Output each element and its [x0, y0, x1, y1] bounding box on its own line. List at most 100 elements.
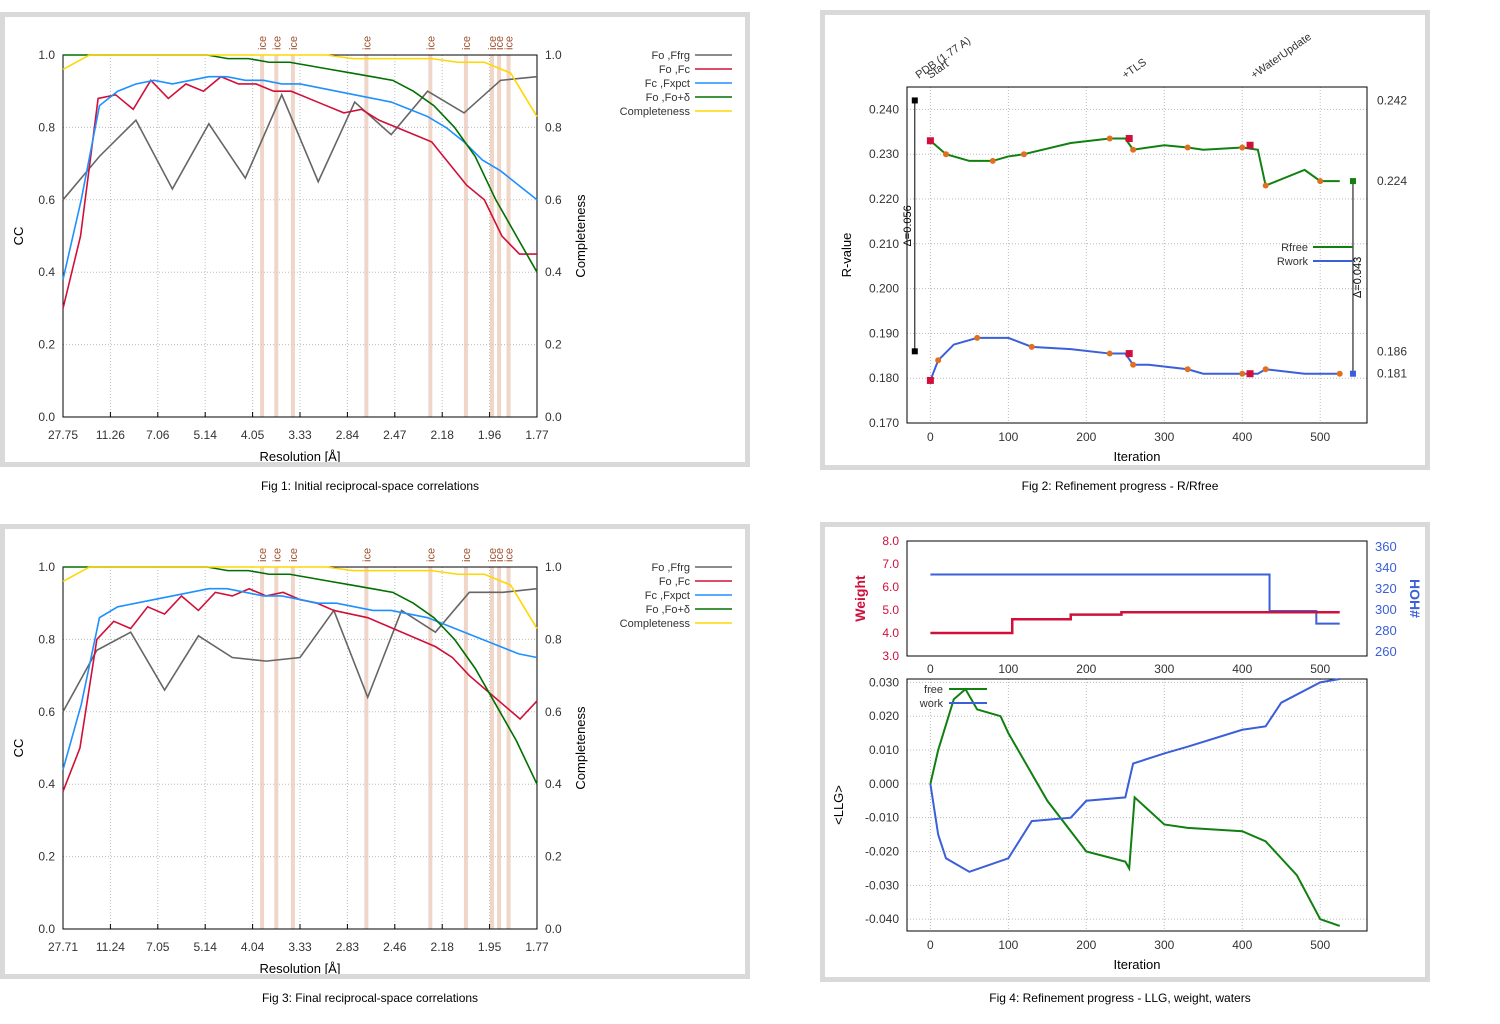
ice-label: ice [271, 548, 283, 562]
x-tick-label: 2.18 [431, 428, 455, 442]
key-point [926, 137, 934, 145]
ice-band [506, 567, 511, 929]
y-tick-label: 0.170 [869, 416, 899, 430]
series-llg-work [929, 678, 1340, 873]
data-point [1184, 144, 1191, 151]
y2-tick-label: 1.0 [545, 48, 562, 62]
data-point [1262, 366, 1269, 373]
data-point [1130, 146, 1137, 153]
marker-label: +TLS [1120, 56, 1149, 81]
llg-tick-label: 0.010 [869, 743, 899, 757]
hoh-axis-label: HOH# [1407, 579, 1423, 618]
legend-label: Fo ,Fc [659, 64, 691, 76]
ice-label: ice [487, 548, 499, 562]
y-tick-label: 0.8 [38, 120, 55, 134]
ice-band [497, 55, 502, 417]
x-axis-label: Iteration [1114, 449, 1161, 464]
x-axis-label: Iteration [1114, 957, 1161, 972]
legend-label: Fo ,Ffrg [651, 562, 690, 574]
hoh-tick-label: 260 [1375, 644, 1397, 659]
x-tick-label: 100 [998, 430, 1018, 444]
final-rfree-point [1349, 178, 1356, 185]
y-tick-label: 0.210 [869, 237, 899, 251]
y-tick-label: 0.6 [38, 705, 55, 719]
x-tick-label: 2.46 [383, 940, 407, 954]
y-tick-label: 0.190 [869, 326, 899, 340]
series-completeness [62, 54, 538, 117]
weight-tick-label: 3.0 [882, 649, 899, 663]
x-tick-label: 27.71 [48, 940, 78, 954]
data-point [974, 334, 981, 341]
ice-label: ice [504, 36, 516, 50]
x-tick-label: 500 [1310, 430, 1330, 444]
x-tick-label: 0 [927, 430, 934, 444]
data-point [1336, 370, 1343, 377]
x-tick-label: 300 [1154, 430, 1174, 444]
weight-tick-label: 6.0 [882, 580, 899, 594]
weight-tick-label: 4.0 [882, 626, 899, 640]
fig2-caption: Fig 2: Refinement progress - R/Rfree [1021, 479, 1219, 493]
delta-left-label: Δ=0.056 [902, 205, 914, 246]
y2-axis-label: Completeness [573, 706, 588, 790]
legend-label: Fc ,Fxpct [645, 78, 690, 90]
series-fc_fxpct [62, 75, 538, 280]
ice-band [506, 55, 511, 417]
x-tick-label: 100 [998, 938, 1018, 952]
x-tick-label: 200 [1076, 430, 1096, 444]
ice-label: ice [461, 548, 473, 562]
data-point [1130, 361, 1137, 368]
y2-tick-label: 0.2 [545, 850, 562, 864]
ice-band [274, 55, 279, 417]
right-value-label: 0.181 [1377, 367, 1407, 381]
ice-label: ice [494, 548, 506, 562]
legend-label: Rfree [1281, 242, 1308, 254]
ice-label: ice [361, 36, 373, 50]
y2-tick-label: 0.0 [545, 410, 562, 424]
fig3-caption: Fig 3: Final reciprocal-space correlatio… [261, 991, 479, 1005]
series-completeness [62, 566, 538, 629]
bottom-plot-frame [906, 678, 1368, 932]
data-point [1028, 343, 1035, 350]
legend-label: Rwork [1277, 256, 1309, 268]
llg-tick-label: -0.040 [865, 912, 899, 926]
legend-label: Fo ,Fo+δ [646, 604, 690, 616]
data-point [935, 357, 942, 364]
y-tick-label: 0.180 [869, 371, 899, 385]
x-tick-label: 3.33 [288, 940, 312, 954]
y-axis-label: CC [11, 739, 26, 758]
data-point [1020, 151, 1027, 158]
hoh-tick-label: 340 [1375, 560, 1397, 575]
series-hoh [930, 573, 1340, 625]
y-tick-label: 0.200 [869, 282, 899, 296]
y-tick-label: 0.220 [869, 192, 899, 206]
x-tick-label: 5.14 [194, 940, 218, 954]
series-fo_ffrg [62, 587, 538, 713]
x-tick-label: 2.18 [431, 940, 455, 954]
y2-tick-label: 1.0 [545, 560, 562, 574]
x-axis-label: Resolution [Å] [260, 961, 341, 974]
legend-label: Fo ,Ffrg [651, 50, 690, 62]
top-x-tick-label: 300 [1154, 662, 1174, 676]
llg-axis-label: <LLG> [831, 785, 846, 825]
x-tick-label: 4.05 [241, 428, 265, 442]
ice-band [463, 567, 468, 929]
data-point [1317, 178, 1324, 185]
x-tick-label: 11.26 [96, 428, 125, 442]
ice-label: ice [487, 36, 499, 50]
key-point [1125, 135, 1133, 143]
ice-label: ice [461, 36, 473, 50]
y-tick-label: 0.0 [38, 410, 55, 424]
x-tick-label: 200 [1076, 938, 1096, 952]
x-tick-label: 2.83 [336, 940, 360, 954]
llg-tick-label: 0.020 [869, 709, 899, 723]
x-tick-label: 500 [1310, 938, 1330, 952]
y-tick-label: 0.240 [869, 102, 899, 116]
x-tick-label: 1.77 [525, 940, 549, 954]
data-point [989, 157, 996, 164]
data-point [1106, 135, 1113, 142]
y2-tick-label: 0.6 [545, 193, 562, 207]
x-tick-label: 1.77 [525, 428, 549, 442]
y2-tick-label: 0.4 [545, 265, 562, 279]
top-x-tick-label: 100 [998, 662, 1018, 676]
x-tick-label: 3.33 [288, 428, 312, 442]
